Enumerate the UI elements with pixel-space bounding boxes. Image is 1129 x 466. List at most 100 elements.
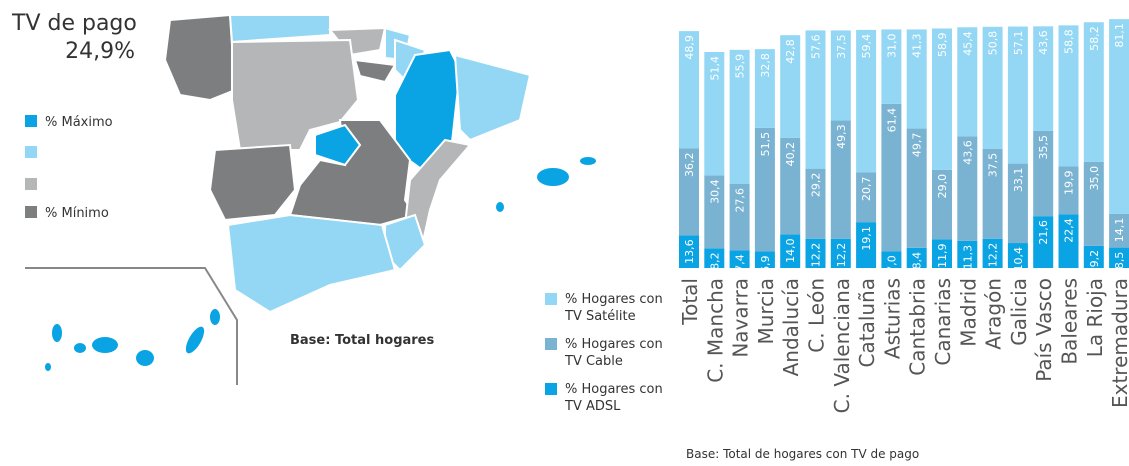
- bar-segment: [830, 238, 851, 268]
- bar-segment: [679, 235, 699, 268]
- value-label: 35,0: [1088, 166, 1101, 191]
- value-label: 14,0: [784, 238, 797, 263]
- legend-label: % Hogares con TV Cable: [565, 337, 663, 369]
- value-label: 12,2: [810, 243, 823, 268]
- island: [45, 363, 51, 371]
- legend-label: % Hogares con TV ADSL: [565, 382, 663, 414]
- bar-segment: [1033, 216, 1054, 268]
- value-label: 59,4: [860, 34, 873, 59]
- value-label: 8,4: [911, 252, 924, 270]
- bar-segment: [856, 222, 877, 268]
- bar-segment: [1058, 25, 1079, 167]
- bar-segment: [856, 29, 877, 173]
- bar-segment: [1033, 26, 1054, 131]
- bar-segment: [1083, 245, 1104, 268]
- madrid: [314, 123, 362, 167]
- bar-segment: [729, 49, 750, 185]
- value-label: 8,2: [708, 252, 721, 270]
- island: [185, 326, 205, 354]
- value-label: 48,9: [683, 35, 696, 60]
- value-label: 19,1: [860, 226, 873, 251]
- bar-segment: [932, 239, 952, 268]
- ibiza: [496, 202, 504, 212]
- value-label: 49,7: [911, 133, 924, 158]
- value-label: 7,4: [734, 254, 747, 271]
- legend-swatch: [25, 178, 37, 190]
- bar-segment: [957, 240, 978, 268]
- value-label: 12,2: [987, 243, 1000, 268]
- x-tick-label: La Rioja: [1083, 278, 1107, 357]
- bar-segment: [805, 238, 826, 268]
- bar-segment: [754, 49, 775, 128]
- bar-segment: [957, 136, 978, 241]
- x-tick-label: País Vasco: [1032, 278, 1056, 382]
- value-label: 8,5: [1113, 252, 1126, 270]
- bar-segment: [906, 247, 927, 268]
- x-tick-label: C. Valenciana: [830, 278, 854, 413]
- x-tick-label: Cataluña: [855, 278, 879, 367]
- x-tick-label: Total: [678, 278, 702, 326]
- value-label: 43,6: [961, 140, 974, 165]
- chart-note: Base: Total de hogares con TV de pago: [686, 447, 919, 461]
- x-tick-label: Navarra: [729, 278, 753, 358]
- value-label: 20,7: [860, 176, 873, 201]
- x-tick-label: Baleares: [1058, 278, 1082, 365]
- value-label: 29,0: [936, 174, 949, 199]
- value-label: 55,9: [734, 54, 747, 78]
- value-label: 58,9: [936, 32, 949, 57]
- asturias: [228, 14, 331, 44]
- bar-segment: [754, 127, 775, 252]
- legend-label: % Máximo: [45, 115, 113, 130]
- value-label: 21,6: [1037, 220, 1050, 245]
- value-label: 6,9: [759, 255, 772, 273]
- bar-segment: [830, 120, 851, 239]
- bar-segment: [679, 148, 699, 236]
- bar-segment: [881, 103, 902, 252]
- canarias-frame: [25, 267, 238, 385]
- bar-segment: [932, 169, 952, 240]
- bar-segment: [729, 184, 750, 251]
- map-value: 24,9%: [65, 39, 135, 64]
- bar-segment: [982, 148, 1003, 239]
- bar-segment: [1109, 213, 1129, 248]
- legend-swatch: [545, 338, 557, 350]
- bar-segment: [1083, 161, 1104, 246]
- island: [52, 324, 62, 342]
- value-label: 36,2: [683, 152, 696, 177]
- legend-label: % Mínimo: [45, 206, 109, 221]
- menorca: [580, 157, 596, 165]
- value-label: 29,2: [810, 173, 823, 198]
- map-note: Base: Total hogares: [290, 333, 434, 348]
- value-label: 49,3: [835, 124, 848, 148]
- bar-segment: [982, 26, 1003, 149]
- value-label: 35,5: [1037, 135, 1050, 160]
- legend-swatch: [25, 206, 37, 218]
- legend-label: % Hogares con TV Satélite: [565, 292, 663, 324]
- value-label: 51,4: [708, 56, 721, 81]
- x-tick-label: Asturias: [880, 278, 904, 359]
- andalucia: [226, 213, 397, 314]
- x-tick-label: Murcia: [754, 278, 778, 345]
- value-label: 43,6: [1037, 30, 1050, 55]
- legend-swatch: [545, 293, 557, 305]
- legend-swatch: [25, 146, 37, 158]
- value-label: 58,8: [1063, 29, 1076, 54]
- bar-segment: [780, 137, 801, 235]
- bar-segment: [856, 172, 877, 223]
- value-label: 19,9: [1063, 170, 1076, 195]
- bar-segment: [1007, 163, 1028, 244]
- bar-segment: [982, 238, 1003, 268]
- bar-segment: [1007, 243, 1028, 268]
- bar-segment: [906, 128, 927, 248]
- bar-segment: [881, 29, 902, 104]
- value-label: 33,1: [1012, 168, 1025, 193]
- bar-segment: [780, 234, 801, 268]
- bar-segment: [754, 251, 775, 268]
- cataluna: [453, 53, 532, 142]
- value-label: 45,4: [961, 31, 974, 55]
- x-tick-label: Madrid: [956, 278, 980, 347]
- bar-segment: [957, 27, 978, 137]
- value-label: 14,1: [1113, 218, 1126, 243]
- island: [92, 337, 118, 353]
